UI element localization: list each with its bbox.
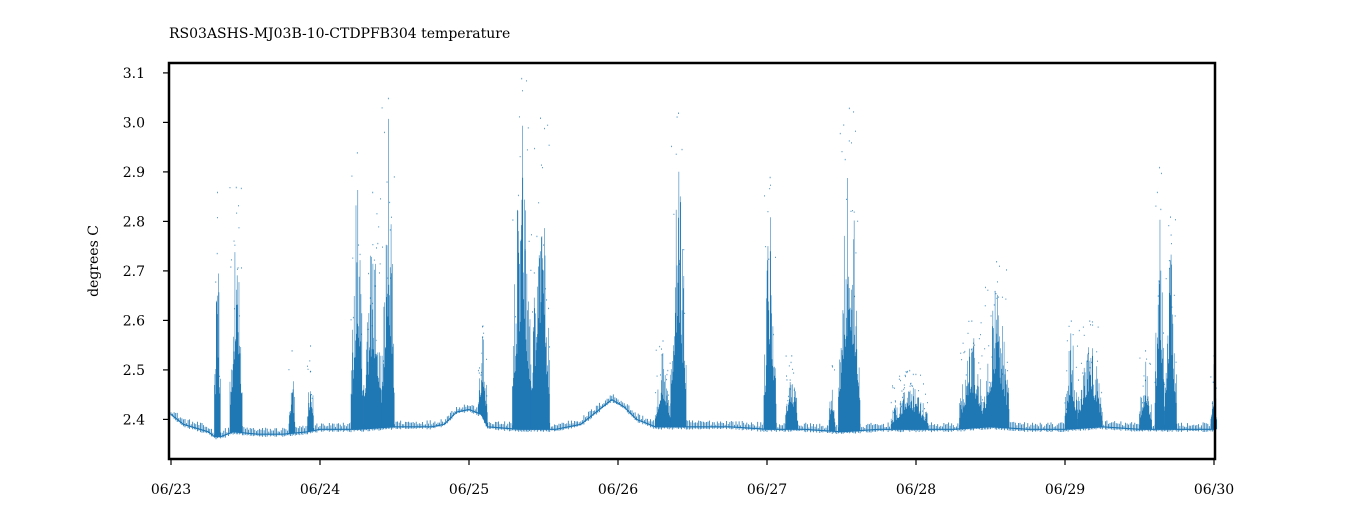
x-tick-label: 06/27 <box>747 482 787 498</box>
spike-points-11 <box>655 340 671 396</box>
spike-points-23 <box>1154 166 1164 384</box>
x-tick-label: 06/23 <box>151 482 191 498</box>
spike-burst-8 <box>478 336 488 427</box>
y-axis-label: degrees C <box>86 225 102 297</box>
spike-burst-20 <box>1064 333 1078 430</box>
spike-points-19 <box>984 261 1009 384</box>
spike-points-2 <box>229 186 243 317</box>
x-tick-label: 06/24 <box>300 482 340 498</box>
y-tick-label: 2.4 <box>123 412 145 428</box>
y-tick-label: 2.8 <box>123 214 145 230</box>
spike-points-24 <box>1163 216 1177 385</box>
baseline-series-line <box>170 398 1214 438</box>
spike-burst-12 <box>670 171 687 427</box>
x-tick-label: 06/29 <box>1045 482 1085 498</box>
spike-burst-16 <box>838 178 861 432</box>
spike-burst-17 <box>890 387 929 430</box>
y-tick-label: 2.5 <box>123 363 145 379</box>
y-tick-label: 3.0 <box>123 115 145 131</box>
spike-burst-22 <box>1139 361 1152 430</box>
x-tick-label: 06/25 <box>449 482 489 498</box>
spike-burst-7 <box>381 118 395 428</box>
y-tick-label: 2.6 <box>123 313 145 329</box>
x-tick-label: 06/30 <box>1194 482 1234 498</box>
spike-points-22 <box>1139 350 1151 404</box>
spike-burst-21 <box>1077 347 1103 429</box>
spike-points-8 <box>477 325 488 397</box>
spike-burst-15 <box>828 389 836 432</box>
spike-points-3 <box>288 350 293 371</box>
spike-points-9 <box>512 77 532 318</box>
spike-points-5 <box>350 152 362 335</box>
baseline-noise <box>170 394 1215 440</box>
spike-burst-19 <box>984 291 1010 429</box>
spike-points-15 <box>831 365 835 371</box>
spike-burst-9 <box>512 125 532 430</box>
spike-points-16 <box>839 107 859 298</box>
spike-points-12 <box>671 112 686 314</box>
spike-points-20 <box>1064 320 1077 410</box>
axis-ticks: 2.4 2.5 2.6 2.7 2.8 2.9 3.0 3.1 06/23 06/24 06/25 0… <box>123 66 1234 498</box>
spike-points-14 <box>785 355 795 402</box>
spike-burst-5 <box>350 190 364 430</box>
spike-burst-3 <box>288 381 296 434</box>
spike-burst-6 <box>363 255 383 429</box>
y-tick-label: 2.9 <box>123 165 145 181</box>
spike-points-7 <box>381 97 395 362</box>
spike-burst-10 <box>530 228 550 430</box>
spike-burst-2 <box>229 252 243 433</box>
spike-burst-13 <box>763 217 777 430</box>
y-tick-label: 3.1 <box>123 66 145 82</box>
spike-points-1 <box>215 191 220 377</box>
spike-points-25 <box>1210 355 1217 404</box>
plot-frame <box>167 61 1217 461</box>
x-tick-label: 06/26 <box>598 482 638 498</box>
spike-burst-24 <box>1164 254 1177 430</box>
y-tick-label: 2.7 <box>123 264 145 280</box>
data-series <box>170 77 1218 440</box>
spike-points-18 <box>960 320 983 401</box>
spike-points-10 <box>531 117 550 348</box>
spike-points-4 <box>307 345 314 399</box>
spike-burst-14 <box>785 382 799 430</box>
spike-points-21 <box>1077 320 1103 401</box>
spike-burst-18 <box>959 338 985 429</box>
spike-points-17 <box>890 369 928 423</box>
spike-burst-4 <box>307 391 314 432</box>
spike-points-13 <box>764 176 776 336</box>
spike-burst-1 <box>214 273 221 437</box>
chart-title: RS03ASHS-MJ03B-10-CTDPFB304 temperature <box>169 26 510 42</box>
x-tick-label: 06/28 <box>896 482 936 498</box>
spike-burst-23 <box>1154 219 1165 430</box>
spike-burst-11 <box>654 353 671 427</box>
spike-points-6 <box>367 191 381 342</box>
